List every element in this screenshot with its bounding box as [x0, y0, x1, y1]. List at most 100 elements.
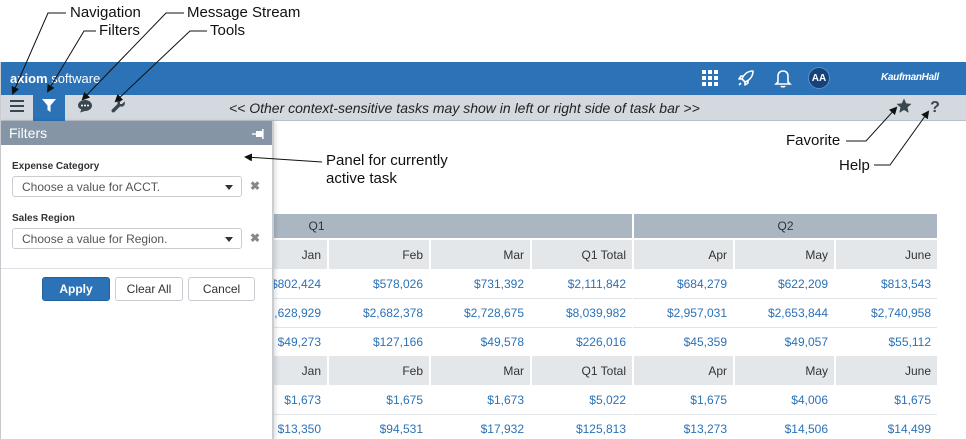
- rocket-icon[interactable]: [734, 66, 758, 90]
- table-cell: 2,628,929: [267, 305, 321, 320]
- apply-button[interactable]: Apply: [42, 277, 110, 301]
- table-cell: $4,006: [791, 392, 828, 407]
- table-cell: $578,026: [372, 276, 423, 291]
- brand-logo: axiom software: [10, 71, 101, 86]
- app-window: axiom software: [0, 62, 966, 439]
- apps-grid-icon[interactable]: [698, 66, 722, 90]
- filter-icon: [42, 98, 56, 118]
- table-cell: $731,392: [473, 276, 524, 291]
- table-scroll-edge: [937, 214, 966, 439]
- table-cell: $1,675: [690, 392, 727, 407]
- column-header: May: [735, 240, 834, 269]
- table-cell: $49,273: [277, 334, 321, 349]
- select-placeholder: Choose a value for Region.: [22, 232, 168, 246]
- wrench-icon: [110, 98, 126, 118]
- column-header: June: [836, 356, 937, 385]
- filters-panel: Filters Expense Category Choose a value …: [1, 121, 274, 439]
- table-cell: $2,957,031: [666, 305, 727, 320]
- table-row: $802,424 $578,026 $731,392 $2,111,842 $6…: [1, 269, 966, 298]
- user-avatar[interactable]: AA: [808, 67, 830, 89]
- expense-category-label: Expense Category: [12, 161, 100, 172]
- chevron-down-icon: [225, 185, 233, 190]
- table-cell: $813,543: [880, 276, 931, 291]
- table-cell: $2,682,378: [362, 305, 423, 320]
- column-header: Apr: [634, 240, 733, 269]
- table-cell: $94,531: [379, 421, 423, 436]
- table-cell: $802,424: [270, 276, 321, 291]
- table-cell: $14,499: [887, 421, 931, 436]
- table-row: 2,628,929 $2,682,378 $2,728,675 $8,039,9…: [1, 298, 966, 327]
- task-bar-message: << Other context-sensitive tasks may sho…: [229, 100, 700, 116]
- select-placeholder: Choose a value for ACCT.: [22, 180, 161, 194]
- column-header: Feb: [329, 356, 429, 385]
- table-cell: $226,016: [575, 334, 626, 349]
- message-stream-button[interactable]: [69, 95, 101, 121]
- table-cell: $127,166: [372, 334, 423, 349]
- annotation-panel-line2: active task: [326, 170, 397, 187]
- pin-icon[interactable]: [252, 126, 264, 142]
- column-header: Mar: [431, 240, 530, 269]
- annotation-filters: Filters: [99, 22, 140, 39]
- table-row: $13,350 $94,531 $17,932 $125,813 $13,273…: [1, 414, 966, 439]
- panel-divider: [1, 268, 272, 269]
- table-cell: $49,578: [480, 334, 524, 349]
- expense-category-select[interactable]: Choose a value for ACCT.: [12, 176, 242, 197]
- table-cell: $622,209: [777, 276, 828, 291]
- chevron-down-icon: [225, 237, 233, 242]
- help-button[interactable]: ?: [919, 95, 951, 121]
- company-logo: KaufmanHall: [881, 72, 939, 83]
- column-header: Q1 Total: [532, 356, 632, 385]
- column-header: May: [735, 356, 834, 385]
- sales-region-select[interactable]: Choose a value for Region.: [12, 228, 242, 249]
- report-table: Q1 Q2 Jan Feb Mar Q1 Total Apr May June …: [1, 214, 966, 439]
- tools-button[interactable]: [102, 95, 134, 121]
- table-cell: $49,057: [784, 334, 828, 349]
- table-cell: $125,813: [575, 421, 626, 436]
- panel-title: Filters: [9, 125, 48, 141]
- column-header: June: [836, 240, 937, 269]
- clear-all-button[interactable]: Clear All: [115, 277, 183, 301]
- table-cell: $1,675: [894, 392, 931, 407]
- filters-button[interactable]: [33, 95, 65, 121]
- annotation-help: Help: [839, 157, 870, 174]
- favorite-button[interactable]: [888, 95, 920, 121]
- table-row: $49,273 $127,166 $49,578 $226,016 $45,35…: [1, 327, 966, 356]
- column-header: Feb: [329, 240, 429, 269]
- table-cell: $17,932: [480, 421, 524, 436]
- annotation-favorite: Favorite: [786, 132, 841, 149]
- table-cell: $2,740,958: [870, 305, 931, 320]
- table-cell: $684,279: [676, 276, 727, 291]
- navigation-button[interactable]: [1, 95, 33, 121]
- chat-icon: [77, 99, 93, 118]
- quarter-header-row: Q1 Q2: [1, 214, 966, 243]
- table-row: $1,673 $1,675 $1,673 $5,022 $1,675 $4,00…: [1, 385, 966, 414]
- bell-icon[interactable]: [771, 66, 795, 90]
- column-header: Mar: [431, 356, 530, 385]
- table-cell: $8,039,982: [565, 305, 626, 320]
- menu-icon: [10, 99, 24, 117]
- clear-sales-region-icon[interactable]: ✖: [250, 231, 261, 245]
- quarter-header-q2: Q2: [634, 214, 937, 238]
- table-cell: $55,112: [888, 334, 932, 349]
- table-cell: $1,673: [284, 392, 321, 407]
- table-cell: $1,673: [487, 392, 524, 407]
- clear-expense-category-icon[interactable]: ✖: [250, 179, 261, 193]
- table-cell: $1,675: [386, 392, 423, 407]
- cancel-button[interactable]: Cancel: [188, 277, 255, 301]
- panel-header: Filters: [1, 121, 272, 145]
- table-cell: $2,653,844: [767, 305, 828, 320]
- column-header: Apr: [634, 356, 733, 385]
- table-cell: $13,350: [277, 421, 321, 436]
- star-icon: [896, 98, 912, 119]
- annotation-panel-line1: Panel for currently: [326, 152, 448, 169]
- table-cell: $14,506: [784, 421, 828, 436]
- top-bar: axiom software: [1, 62, 966, 95]
- table-cell: $2,728,675: [463, 305, 524, 320]
- annotation-navigation: Navigation: [70, 4, 141, 21]
- annotation-tools: Tools: [210, 22, 246, 39]
- table-cell: $45,359: [683, 334, 727, 349]
- task-bar: << Other context-sensitive tasks may sho…: [1, 95, 966, 121]
- table-cell: $2,111,842: [567, 276, 626, 291]
- sales-region-label: Sales Region: [12, 213, 75, 224]
